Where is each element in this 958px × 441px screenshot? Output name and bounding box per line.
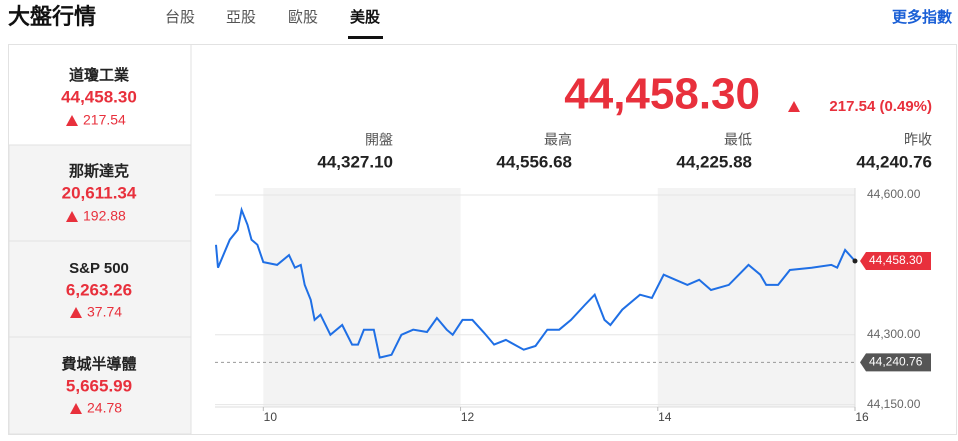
index-change: 37.74	[87, 304, 122, 320]
index-card[interactable]	[8, 240, 192, 338]
last-label: 44,458.30	[869, 253, 923, 267]
last-point	[852, 258, 858, 264]
tab-underline	[348, 36, 383, 39]
index-value: 44,458.30	[61, 87, 137, 106]
stat-label: 開盤	[365, 132, 393, 148]
stat-label: 昨收	[904, 132, 932, 148]
up-icon	[70, 403, 82, 414]
stat-value: 44,327.10	[317, 152, 393, 171]
tab[interactable]: 亞股	[226, 9, 256, 26]
x-tick-label: 16	[855, 410, 869, 424]
index-value: 20,611.34	[62, 183, 137, 202]
stat-label: 最高	[544, 132, 572, 148]
reference-tag	[860, 353, 931, 372]
index-value: 5,665.99	[66, 376, 132, 395]
tab[interactable]: 歐股	[288, 9, 318, 26]
index-card[interactable]	[8, 144, 192, 242]
day-band	[657, 188, 855, 407]
up-icon	[70, 307, 82, 318]
price-change: 217.54 (0.49%)	[829, 98, 932, 115]
tab-active[interactable]: 美股	[350, 8, 381, 26]
index-name: 費城半導體	[61, 355, 136, 373]
index-name: S&P 500	[69, 260, 129, 277]
index-change: 192.88	[83, 208, 126, 224]
tab[interactable]: 台股	[165, 9, 195, 26]
stat-value: 44,556.68	[496, 152, 572, 171]
chart: 44,150.00 44,300.00 44,600.00 10 12 14 16 44,24…	[215, 187, 931, 424]
index-change: 217.54	[83, 112, 126, 128]
index-change: 24.78	[87, 400, 122, 416]
up-icon	[66, 211, 78, 222]
page-title: 大盤行情	[8, 4, 96, 29]
x-tick-label: 10	[264, 410, 278, 424]
y-tick-label: 44,150.00	[867, 397, 921, 411]
stat-label: 最低	[724, 132, 752, 148]
up-icon	[66, 115, 78, 126]
y-tick-label: 44,600.00	[867, 187, 921, 201]
x-tick-label: 14	[658, 410, 672, 424]
reference-label: 44,240.76	[869, 355, 923, 369]
y-tick-label: 44,300.00	[867, 327, 921, 341]
stat-value: 44,225.88	[676, 152, 752, 171]
last-tag	[860, 252, 931, 271]
more-link[interactable]: 更多指數	[892, 8, 952, 26]
index-name: 道瓊工業	[69, 66, 130, 84]
index-value: 6,263.26	[66, 280, 132, 299]
day-band	[263, 188, 461, 407]
stat-value: 44,240.76	[856, 152, 932, 171]
up-icon	[788, 101, 800, 112]
index-card[interactable]	[8, 336, 192, 435]
price-line	[215, 206, 856, 359]
price: 44,458.30	[564, 70, 760, 119]
x-tick-label: 12	[461, 410, 475, 424]
index-name: 那斯達克	[69, 162, 129, 180]
